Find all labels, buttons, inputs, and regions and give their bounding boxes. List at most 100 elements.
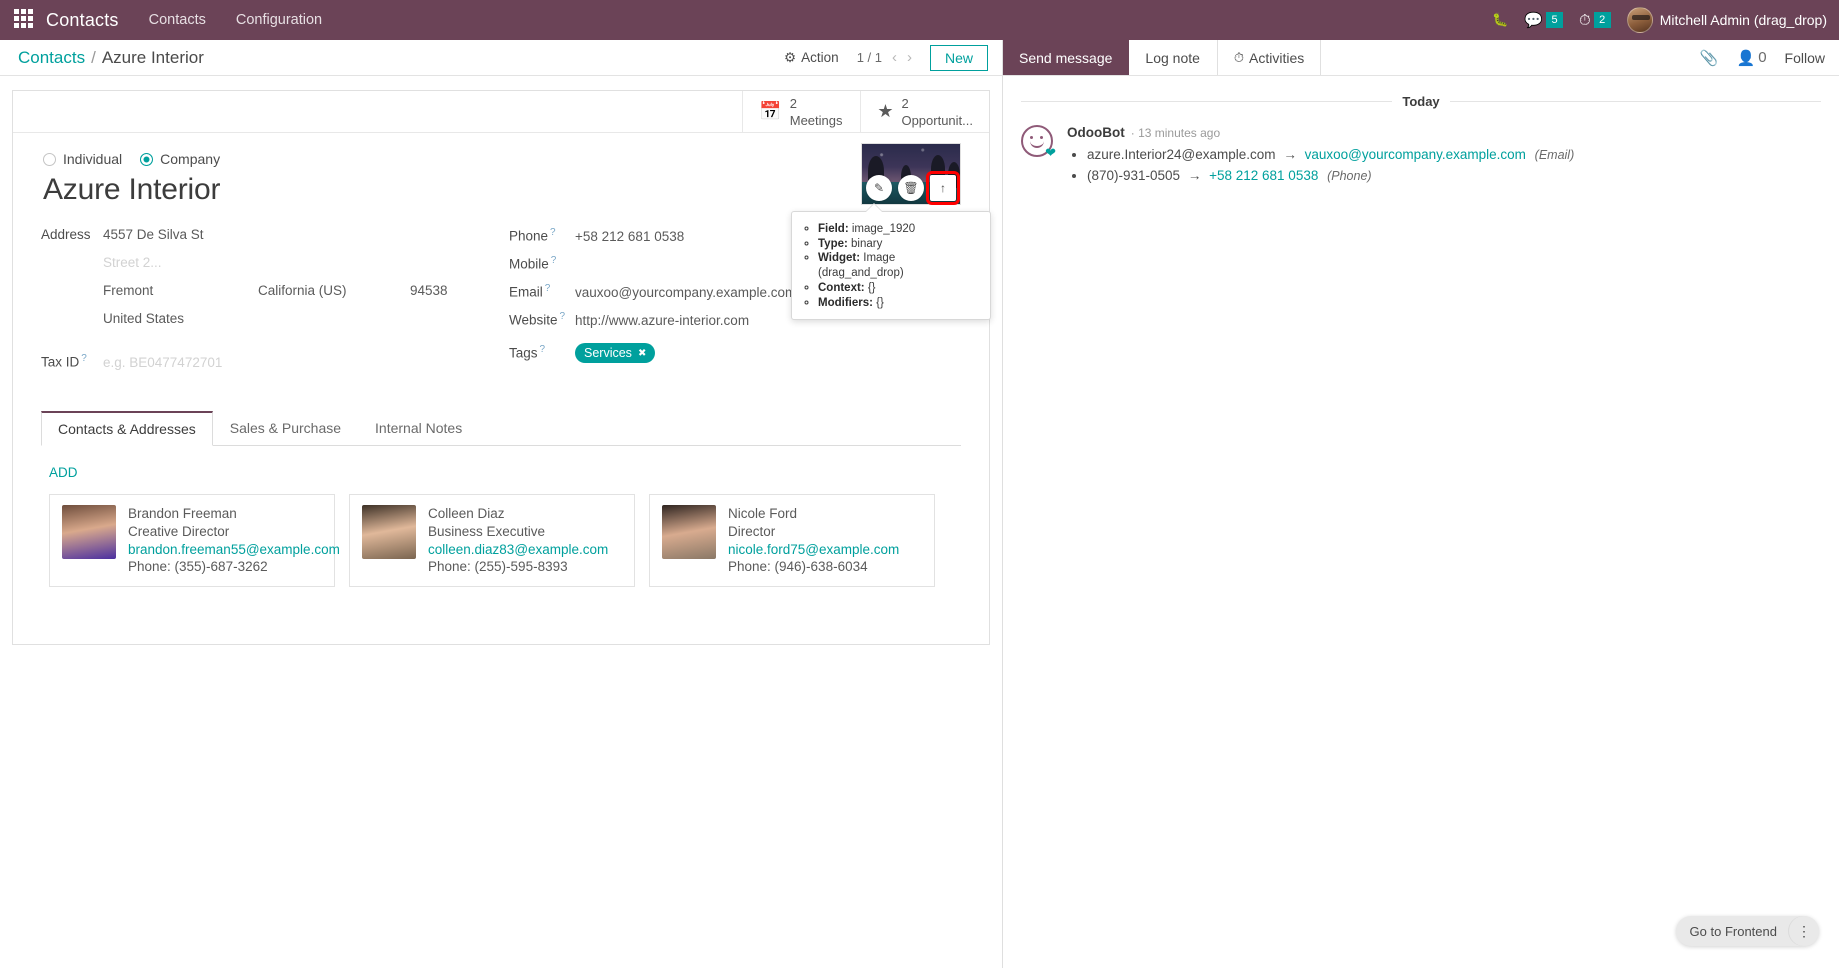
tooltip-value-context: {} [867, 281, 876, 294]
pager: 1 / 1 ‹ › [857, 49, 912, 66]
pencil-icon[interactable]: ✎ [866, 175, 892, 201]
contact-card[interactable]: Colleen Diaz Business Executive colleen.… [349, 494, 635, 588]
state-value[interactable]: California (US) [258, 283, 347, 298]
tooltip-key-modifiers: Modifiers: [818, 296, 873, 309]
radio-company-input[interactable] [140, 152, 154, 166]
contact-card[interactable]: Nicole Ford Director nicole.ford75@examp… [649, 494, 935, 588]
radio-option-company[interactable]: Company [140, 151, 220, 167]
log-note-button[interactable]: Log note [1145, 49, 1200, 66]
field-columns: Address 4557 De Silva St Street 2... Fre… [41, 227, 961, 381]
website-label: Website? [509, 311, 575, 328]
action-button[interactable]: ⚙ Action [784, 50, 839, 66]
website-help-icon[interactable]: ? [559, 311, 566, 322]
menu-item-contacts[interactable]: Contacts [148, 12, 206, 28]
tax-id-input[interactable]: e.g. BE0477472701 [103, 354, 223, 370]
tracking-new-value[interactable]: +58 212 681 0538 [1209, 167, 1319, 183]
contact-card[interactable]: Brandon Freeman Creative Director brando… [49, 494, 340, 588]
go-to-frontend-fab: Go to Frontend ⋮ [1675, 916, 1819, 946]
kebab-menu-icon[interactable]: ⋮ [1789, 916, 1819, 946]
zip-value[interactable]: 94538 [410, 283, 448, 298]
tags-help-icon[interactable]: ? [539, 343, 546, 355]
contact-email[interactable]: brandon.freeman55@example.com [128, 541, 340, 557]
add-contact-button[interactable]: ADD [49, 465, 78, 480]
field-tags: Tags? Services ✖ [509, 343, 939, 371]
stat-button-meetings[interactable]: 📅 2 Meetings [742, 91, 860, 132]
tooltip-row-widget: Widget: Image (drag_and_drop) [818, 251, 978, 280]
trash-icon[interactable]: 🗑 [898, 175, 924, 201]
email-value[interactable]: vauxoo@yourcompany.example.com [575, 284, 797, 300]
go-to-frontend-button[interactable]: Go to Frontend [1689, 923, 1777, 939]
apps-grid-icon[interactable] [14, 9, 36, 31]
tooltip-value-modifiers: {} [876, 296, 884, 309]
phone-label-text: Phone [509, 228, 549, 244]
tab-sales-purchase[interactable]: Sales & Purchase [229, 420, 342, 436]
contact-email[interactable]: nicole.ford75@example.com [728, 541, 900, 557]
tooltip-key-field: Field: [818, 223, 849, 235]
activities-counter[interactable]: ⏱ 2 [1579, 12, 1611, 29]
tracking-new-value[interactable]: vauxoo@yourcompany.example.com [1304, 147, 1526, 162]
mobile-label: Mobile? [509, 255, 575, 272]
tab-pane-contacts-addresses: ADD Brandon Freeman Creative Director br… [41, 446, 961, 597]
mobile-help-icon[interactable]: ? [550, 255, 557, 266]
field-email: Email? vauxoo@yourcompany.example.com [509, 283, 939, 311]
tab-internal-notes[interactable]: Internal Notes [375, 420, 463, 436]
messages-counter[interactable]: 💬 5 [1524, 11, 1563, 29]
arrow-right-icon: → [1187, 167, 1202, 183]
phone-value[interactable]: +58 212 681 0538 [575, 228, 685, 244]
contact-role: Creative Director [128, 523, 230, 539]
partner-type-radio-group: Individual Company [43, 151, 961, 167]
activities-button[interactable]: ⏱ Activities [1216, 40, 1322, 75]
address-street-value[interactable]: 4557 De Silva St [103, 227, 204, 242]
upload-arrow-icon[interactable]: ↑ [926, 171, 960, 205]
pager-value[interactable]: 1 / 1 [856, 50, 882, 65]
tag-services[interactable]: Services ✖ [575, 343, 656, 363]
tax-id-help-icon[interactable]: ? [81, 353, 87, 364]
stat-button-opportunities[interactable]: ★ 2 Opportunit... [860, 91, 989, 132]
page-title[interactable]: Azure Interior [43, 173, 221, 206]
field-mobile: Mobile? [509, 255, 939, 283]
breadcrumb-root[interactable]: Contacts [18, 47, 86, 67]
contact-email[interactable]: colleen.diaz83@example.com [428, 541, 609, 557]
phone-label: Phone? [509, 227, 575, 244]
chevron-right-icon[interactable]: › [906, 49, 912, 66]
navbar-menu: Contacts Configuration [147, 8, 324, 32]
left-field-column: Address 4557 De Silva St Street 2... Fre… [41, 227, 509, 381]
meetings-count: 2 [789, 95, 797, 111]
radio-individual-input[interactable] [43, 152, 56, 166]
tracking-field-name: (Phone) [1327, 168, 1372, 183]
country-value[interactable]: United States [103, 311, 185, 326]
app-brand-contacts[interactable]: Contacts [46, 9, 119, 30]
image-field-widget[interactable]: ✎ 🗑 ↑ [861, 143, 961, 205]
field-city-state-zip: Fremont California (US) 94538 [41, 283, 509, 311]
contact-name: Brandon Freeman [128, 506, 237, 521]
city-value[interactable]: Fremont [103, 283, 154, 298]
phone-help-icon[interactable]: ? [550, 227, 556, 238]
tax-id-label: Tax ID? [41, 353, 103, 370]
street2-input[interactable]: Street 2... [103, 255, 162, 270]
radio-option-individual[interactable]: Individual [43, 151, 122, 167]
meetings-label: Meetings [789, 112, 843, 128]
email-help-icon[interactable]: ? [544, 283, 551, 294]
follow-button[interactable]: Follow [1784, 49, 1825, 66]
new-button[interactable]: New [929, 44, 988, 71]
gear-icon: ⚙ [784, 49, 797, 65]
paperclip-icon[interactable]: 📎 [1699, 49, 1719, 67]
contact-phone: Phone: (255)-595-8393 [428, 559, 568, 575]
bug-icon[interactable]: 🐛 [1492, 12, 1509, 27]
close-icon[interactable]: ✖ [637, 347, 647, 359]
contact-role: Director [728, 523, 776, 539]
image-action-buttons: ✎ 🗑 ↑ [861, 171, 961, 205]
menu-item-configuration[interactable]: Configuration [235, 12, 323, 28]
chevron-left-icon[interactable]: ‹ [891, 49, 897, 66]
user-menu[interactable]: Mitchell Admin (drag_drop) [1626, 7, 1827, 33]
avatar [1626, 7, 1653, 33]
followers-counter[interactable]: 👤 0 [1737, 49, 1767, 67]
tab-contacts-addresses[interactable]: Contacts & Addresses [41, 411, 213, 446]
send-message-button[interactable]: Send message [1003, 40, 1130, 75]
contact-phone: Phone: (355)-687-3262 [128, 559, 268, 575]
website-value[interactable]: http://www.azure-interior.com [575, 312, 750, 328]
breadcrumb-separator: / [91, 47, 96, 67]
tag-label: Services [584, 346, 632, 360]
email-label: Email? [509, 283, 575, 300]
tooltip-row-field: Field: image_1920 [818, 222, 978, 237]
